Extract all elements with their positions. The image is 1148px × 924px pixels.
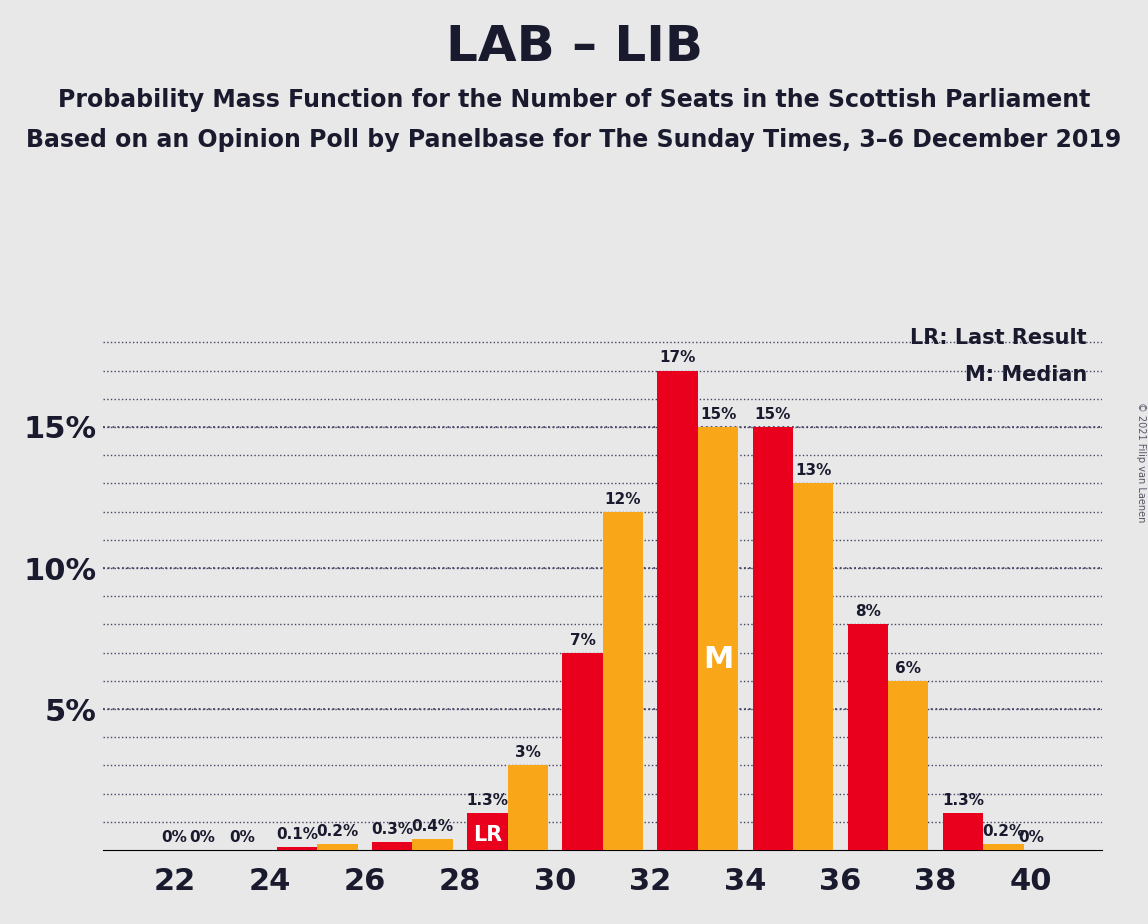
Text: 1.3%: 1.3% (466, 794, 509, 808)
Bar (658, 371, 698, 850)
Text: 0%: 0% (1018, 830, 1044, 845)
Bar (698, 427, 738, 850)
Bar (317, 845, 358, 850)
Text: © 2021 Filip van Laenen: © 2021 Filip van Laenen (1135, 402, 1146, 522)
Text: 13%: 13% (794, 463, 831, 479)
Text: 7%: 7% (569, 633, 596, 648)
Text: 0%: 0% (162, 830, 187, 845)
Bar (507, 765, 548, 850)
Bar (412, 839, 452, 850)
Text: LAB – LIB: LAB – LIB (445, 23, 703, 71)
Text: 0%: 0% (189, 830, 215, 845)
Text: LR: Last Result: LR: Last Result (910, 328, 1087, 347)
Text: 15%: 15% (754, 407, 791, 422)
Text: 0.2%: 0.2% (317, 824, 358, 839)
Text: 0.2%: 0.2% (983, 824, 1024, 839)
Text: LR: LR (473, 825, 502, 845)
Text: 3%: 3% (514, 746, 541, 760)
Bar (847, 625, 889, 850)
Bar (889, 681, 929, 850)
Bar (467, 813, 507, 850)
Text: Based on an Opinion Poll by Panelbase for The Sunday Times, 3–6 December 2019: Based on an Opinion Poll by Panelbase fo… (26, 128, 1122, 152)
Text: 6%: 6% (895, 661, 922, 675)
Text: 0.3%: 0.3% (371, 821, 413, 836)
Bar (753, 427, 793, 850)
Text: 12%: 12% (605, 492, 642, 506)
Text: 0.1%: 0.1% (277, 827, 318, 842)
Bar (603, 512, 643, 850)
Text: M: M (703, 645, 734, 675)
Bar (277, 847, 317, 850)
Bar (372, 842, 412, 850)
Text: 0%: 0% (230, 830, 255, 845)
Text: 17%: 17% (659, 350, 696, 366)
Text: M: Median: M: Median (964, 365, 1087, 385)
Bar (563, 652, 603, 850)
Text: 8%: 8% (855, 604, 881, 619)
Text: Probability Mass Function for the Number of Seats in the Scottish Parliament: Probability Mass Function for the Number… (57, 88, 1091, 112)
Text: 1.3%: 1.3% (943, 794, 984, 808)
Text: 0.4%: 0.4% (412, 819, 453, 833)
Bar (943, 813, 983, 850)
Text: 15%: 15% (700, 407, 736, 422)
Bar (983, 845, 1024, 850)
Bar (793, 483, 833, 850)
